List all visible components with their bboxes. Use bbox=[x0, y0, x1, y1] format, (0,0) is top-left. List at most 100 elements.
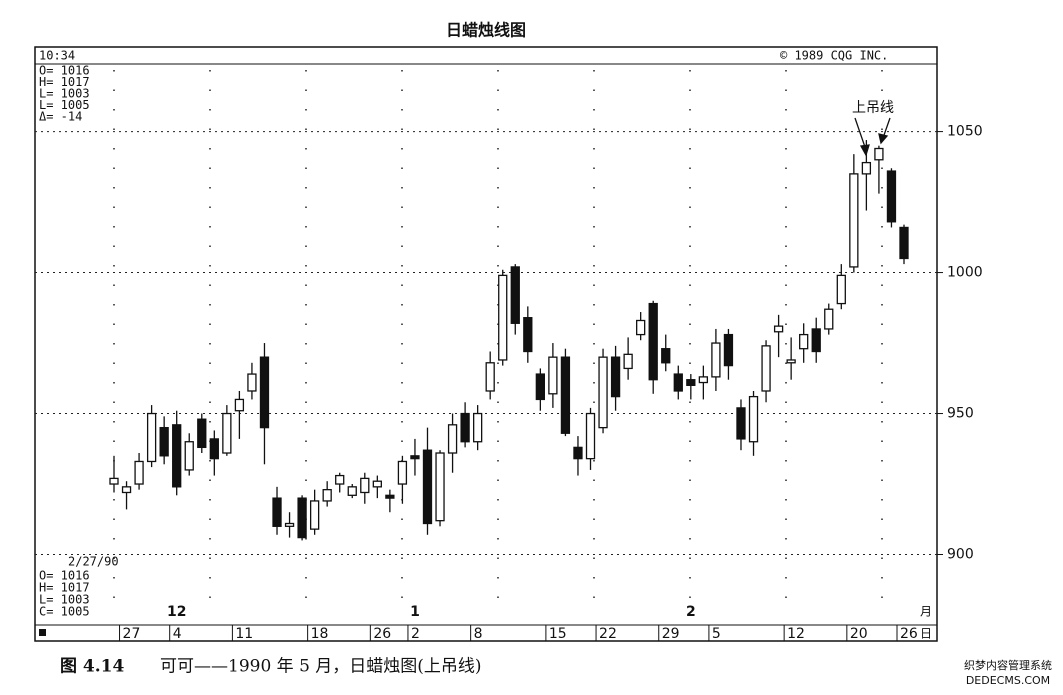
candle-body bbox=[636, 319, 646, 336]
info-date: 2/27/90 bbox=[68, 555, 119, 569]
vertical-dots bbox=[113, 70, 883, 600]
info-line: C= 1005 bbox=[39, 605, 90, 619]
candle-body bbox=[309, 500, 320, 530]
candle-body bbox=[585, 412, 596, 460]
candle-body bbox=[811, 328, 821, 353]
candle-body bbox=[886, 170, 897, 223]
candle-body bbox=[610, 356, 621, 398]
x-tick-label: 11 bbox=[235, 626, 253, 642]
candle-body bbox=[498, 274, 508, 361]
info-line: H= 1017 bbox=[39, 75, 90, 89]
candle-body bbox=[723, 333, 734, 367]
candle-body bbox=[397, 460, 408, 485]
x-tick-label: 26 bbox=[900, 626, 918, 642]
x-unit-day: 日 bbox=[920, 627, 932, 641]
candle-body bbox=[899, 226, 909, 260]
y-tick-label: 950 bbox=[947, 406, 974, 422]
candle-body bbox=[447, 424, 458, 454]
candle-body bbox=[460, 412, 470, 443]
info-line: L= 1003 bbox=[39, 87, 90, 101]
candle-body bbox=[548, 356, 558, 395]
x-tick-label: 29 bbox=[662, 626, 680, 642]
candle-body bbox=[648, 302, 658, 381]
candle-body bbox=[222, 412, 232, 454]
chart-title: 日蜡烛线图 bbox=[446, 21, 526, 40]
info-line: L= 1003 bbox=[39, 593, 90, 607]
candle-body bbox=[686, 379, 696, 386]
x-tick-label: 26 bbox=[373, 626, 391, 642]
candle-body bbox=[510, 266, 520, 324]
annotation: 上吊线 bbox=[852, 100, 894, 116]
candle-body bbox=[322, 489, 332, 502]
candle-body bbox=[272, 497, 282, 527]
x-unit-month: 月 bbox=[920, 605, 932, 619]
x-tick-label: 5 bbox=[712, 626, 721, 642]
x-tick-label: 2 bbox=[411, 626, 420, 642]
x-tick-label: 4 bbox=[173, 626, 182, 642]
candle-body bbox=[385, 494, 395, 499]
candle-body bbox=[736, 407, 746, 440]
candle-body bbox=[435, 452, 445, 522]
candle-body bbox=[773, 325, 784, 333]
candle-body bbox=[523, 317, 533, 353]
candle-body bbox=[623, 353, 633, 370]
candle-body bbox=[786, 359, 796, 364]
y-tick-label: 1000 bbox=[947, 265, 983, 281]
watermark: DEDECMS.COM bbox=[966, 674, 1050, 687]
x-tick-label: 12 bbox=[787, 626, 805, 642]
candle-body bbox=[410, 455, 420, 460]
x-tick-label: 20 bbox=[850, 626, 868, 642]
candle-body bbox=[259, 356, 270, 429]
candle-body bbox=[598, 356, 608, 429]
candle-body bbox=[109, 477, 119, 485]
candle-body bbox=[284, 522, 295, 527]
candle-body bbox=[748, 395, 759, 443]
candle-body bbox=[799, 333, 809, 350]
plot-frame bbox=[34, 46, 938, 642]
x-tick-label: 18 bbox=[311, 626, 329, 642]
candle-body bbox=[422, 449, 433, 525]
candle-body bbox=[874, 147, 884, 161]
candle-body bbox=[134, 460, 144, 485]
candle-body bbox=[209, 438, 219, 460]
candle-body bbox=[849, 173, 859, 268]
month-label: 2 bbox=[686, 604, 696, 620]
caption-text: 可可——1990 年 5 月，日蜡烛图(上吊线) bbox=[160, 657, 482, 677]
candle-body bbox=[372, 480, 382, 488]
info-line: O= 1016 bbox=[39, 569, 90, 583]
candle-body bbox=[473, 412, 483, 443]
month-label: 12 bbox=[167, 604, 186, 620]
candle-body bbox=[535, 373, 545, 401]
candle-body bbox=[360, 477, 370, 494]
candle-body bbox=[146, 412, 157, 463]
watermark: 织梦内容管理系统 bbox=[964, 658, 1052, 672]
candle-body bbox=[234, 398, 245, 412]
x-tick-label: 8 bbox=[474, 626, 483, 642]
x-tick-label: 22 bbox=[599, 626, 617, 642]
candle-body bbox=[836, 274, 846, 305]
candle-body bbox=[661, 348, 671, 364]
caption-label: 图 4.14 bbox=[60, 657, 124, 677]
x-tick-label: 15 bbox=[549, 626, 567, 642]
candle-body bbox=[573, 446, 583, 460]
candle-body bbox=[673, 373, 683, 392]
info-line: L= 1005 bbox=[39, 98, 90, 112]
info-line: O= 1016 bbox=[39, 64, 90, 78]
info-line: Δ= -14 bbox=[39, 110, 82, 124]
candle-body bbox=[172, 424, 182, 488]
y-tick-label: 1050 bbox=[947, 124, 983, 140]
candle-body bbox=[297, 497, 307, 539]
candle-body bbox=[698, 376, 709, 384]
candle-body bbox=[159, 426, 169, 457]
candle-body bbox=[121, 486, 132, 494]
candle-body bbox=[197, 418, 207, 449]
annotation-arrows bbox=[854, 117, 891, 157]
corner-square bbox=[39, 629, 46, 636]
y-tick-label: 900 bbox=[947, 547, 974, 563]
candle-body bbox=[711, 342, 721, 378]
info-line: H= 1017 bbox=[39, 581, 90, 595]
x-tick-label: 27 bbox=[123, 626, 141, 642]
candle-body bbox=[861, 161, 872, 175]
time: 10:34 bbox=[39, 49, 75, 63]
copyright: © 1989 CQG INC. bbox=[780, 49, 888, 63]
